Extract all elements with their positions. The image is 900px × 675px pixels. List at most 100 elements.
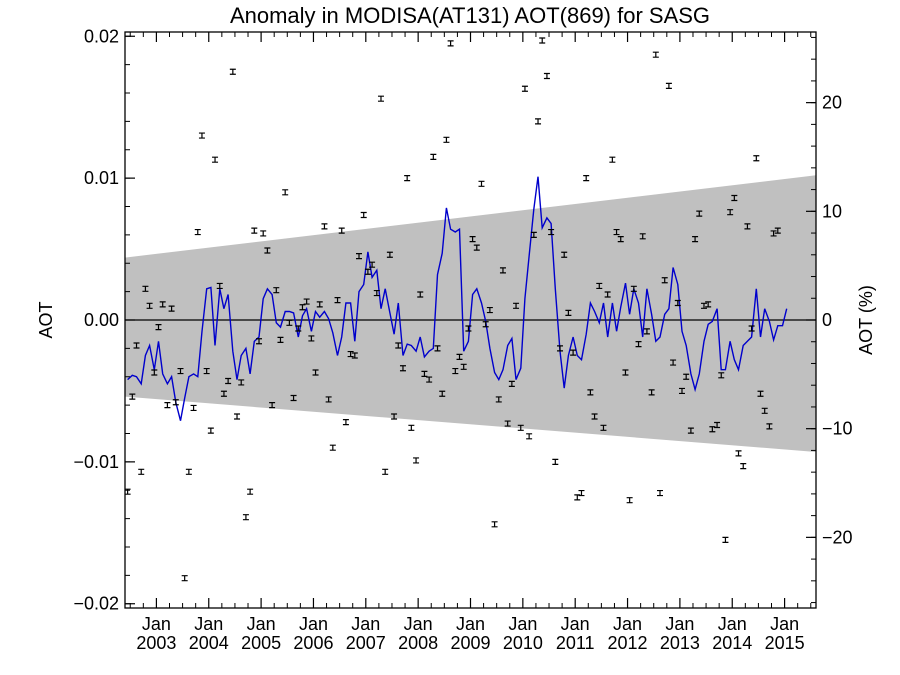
data-point <box>648 389 655 396</box>
data-point <box>609 156 616 163</box>
data-point <box>434 345 441 352</box>
data-point <box>282 189 289 196</box>
data-point <box>548 228 555 236</box>
y-axis-left: −0.02 −0.01 0.00 0.01 0.02 <box>73 26 135 614</box>
data-point <box>430 153 437 160</box>
data-point <box>247 488 254 495</box>
data-point <box>203 367 210 375</box>
data-point <box>583 175 590 182</box>
data-point <box>198 132 205 139</box>
y2-axis-label: AOT (%) <box>856 285 876 355</box>
data-point <box>604 291 611 298</box>
data-point <box>447 40 454 47</box>
data-point <box>295 325 302 332</box>
y2-tick-label: −20 <box>822 527 853 547</box>
x-tick-year-label: 2009 <box>450 633 490 653</box>
data-points-layer <box>125 37 781 582</box>
data-point <box>657 489 664 497</box>
data-point <box>190 404 197 412</box>
data-point <box>264 247 271 254</box>
x-tick-year-label: 2008 <box>398 633 438 653</box>
data-point <box>700 302 707 309</box>
data-point <box>635 341 642 348</box>
data-point <box>146 302 153 309</box>
data-point <box>652 51 659 58</box>
x-tick-month-label: Jan <box>194 614 223 634</box>
data-point <box>229 68 236 75</box>
data-point <box>744 223 751 230</box>
x-tick-year-label: 2003 <box>136 633 176 653</box>
x-tick-month-label: Jan <box>770 614 799 634</box>
data-point <box>753 155 760 162</box>
data-point <box>570 349 577 356</box>
data-point <box>557 345 564 352</box>
data-point <box>212 156 219 163</box>
data-point <box>761 407 768 414</box>
x-tick-year-label: 2005 <box>241 633 281 653</box>
y2-tick-label: −10 <box>822 419 853 439</box>
data-point <box>452 367 459 375</box>
data-point <box>530 231 537 238</box>
data-point <box>164 402 171 409</box>
data-point <box>740 463 747 470</box>
data-point <box>159 301 166 308</box>
data-point <box>142 285 149 292</box>
x-tick-month-label: Jan <box>404 614 433 634</box>
data-point <box>596 282 603 290</box>
data-point <box>373 289 380 297</box>
data-point <box>766 423 773 430</box>
data-point <box>674 299 681 307</box>
data-point <box>661 277 668 284</box>
data-point <box>731 194 738 202</box>
data-point <box>578 489 585 497</box>
data-point <box>504 420 511 427</box>
data-point <box>312 369 319 376</box>
data-point <box>360 211 367 219</box>
x-tick-month-label: Jan <box>247 614 276 634</box>
y2-tick-label: 10 <box>822 201 842 221</box>
data-point <box>543 72 550 80</box>
data-point <box>399 365 406 372</box>
data-point <box>417 291 424 298</box>
data-point <box>465 325 472 332</box>
data-point <box>539 37 546 44</box>
data-point <box>748 325 755 332</box>
data-point <box>377 95 384 102</box>
data-point <box>404 175 411 182</box>
data-point <box>342 419 349 426</box>
chart-title: Anomaly in MODISA(AT131) AOT(869) for SA… <box>230 3 710 28</box>
data-point <box>177 367 184 375</box>
x-tick-year-label: 2006 <box>293 633 333 653</box>
data-point <box>630 285 637 292</box>
data-point <box>334 297 341 304</box>
data-point <box>325 396 332 403</box>
data-point <box>727 209 734 216</box>
data-point <box>207 427 214 434</box>
data-point <box>513 302 520 309</box>
x-tick-month-label: Jan <box>613 614 642 634</box>
data-point <box>256 338 263 345</box>
data-point <box>413 457 420 464</box>
data-point <box>482 321 489 328</box>
data-point <box>478 180 485 187</box>
data-point <box>321 223 328 230</box>
x-tick-year-label: 2015 <box>765 633 805 653</box>
x-tick-month-label: Jan <box>299 614 328 634</box>
data-point <box>151 369 158 376</box>
data-point <box>194 228 201 236</box>
data-point <box>155 323 162 331</box>
data-point <box>486 306 493 314</box>
data-point <box>757 390 764 397</box>
data-point <box>670 359 677 366</box>
y2-tick-label: 0 <box>822 310 832 330</box>
data-point <box>168 305 175 312</box>
data-point <box>172 399 179 406</box>
x-axis: Jan2003Jan2004Jan2005Jan2006Jan2007Jan20… <box>129 32 812 653</box>
data-point <box>421 370 428 378</box>
data-point <box>133 342 140 349</box>
y2-tick-label: 20 <box>822 93 842 113</box>
data-point <box>351 352 358 359</box>
data-point <box>242 514 249 521</box>
data-point <box>495 396 502 403</box>
x-tick-year-label: 2004 <box>189 633 229 653</box>
